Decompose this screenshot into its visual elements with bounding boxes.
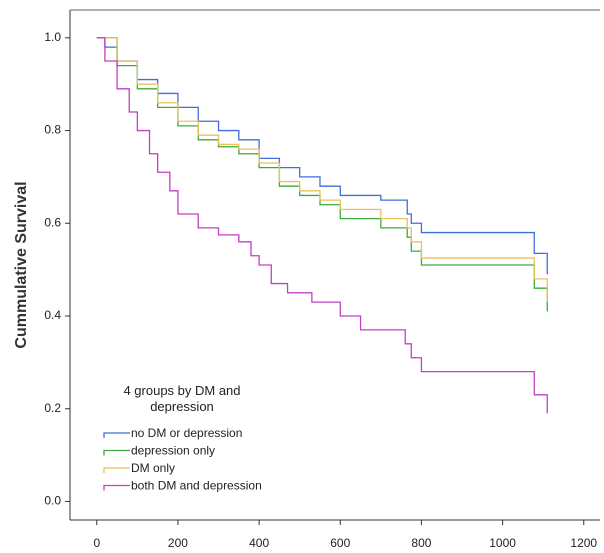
y-tick-label: 0.8 bbox=[44, 123, 61, 137]
legend-label: no DM or depression bbox=[131, 426, 242, 440]
y-tick-label: 1.0 bbox=[44, 30, 61, 44]
y-tick-label: 0.2 bbox=[44, 401, 61, 415]
legend-swatch bbox=[103, 449, 130, 456]
y-tick-label: 0.0 bbox=[44, 494, 61, 508]
x-tick-label: 1000 bbox=[489, 536, 516, 550]
legend-swatch bbox=[103, 467, 130, 473]
x-tick-label: 800 bbox=[411, 536, 431, 550]
y-tick-label: 0.6 bbox=[44, 215, 61, 229]
x-tick-label: 0 bbox=[93, 536, 100, 550]
survival-curve bbox=[96, 37, 548, 275]
y-axis-label: Cummulative Survival bbox=[13, 181, 30, 348]
legend-swatch bbox=[103, 484, 130, 491]
x-tick-label: 400 bbox=[249, 536, 269, 550]
x-tick-label: 200 bbox=[168, 536, 188, 550]
legend-label: depression only bbox=[131, 444, 215, 458]
survival-curve bbox=[96, 37, 548, 414]
x-tick-label: 1200 bbox=[570, 536, 597, 550]
y-tick-label: 0.4 bbox=[44, 308, 61, 322]
legend-title: 4 groups by DM and depression bbox=[123, 383, 241, 414]
legend-label: DM only bbox=[131, 461, 175, 475]
legend-swatch bbox=[103, 432, 130, 438]
survival-curve bbox=[96, 37, 548, 312]
x-tick-label: 600 bbox=[330, 536, 350, 550]
survival-curve bbox=[96, 37, 548, 303]
legend-label: both DM and depression bbox=[131, 479, 262, 493]
